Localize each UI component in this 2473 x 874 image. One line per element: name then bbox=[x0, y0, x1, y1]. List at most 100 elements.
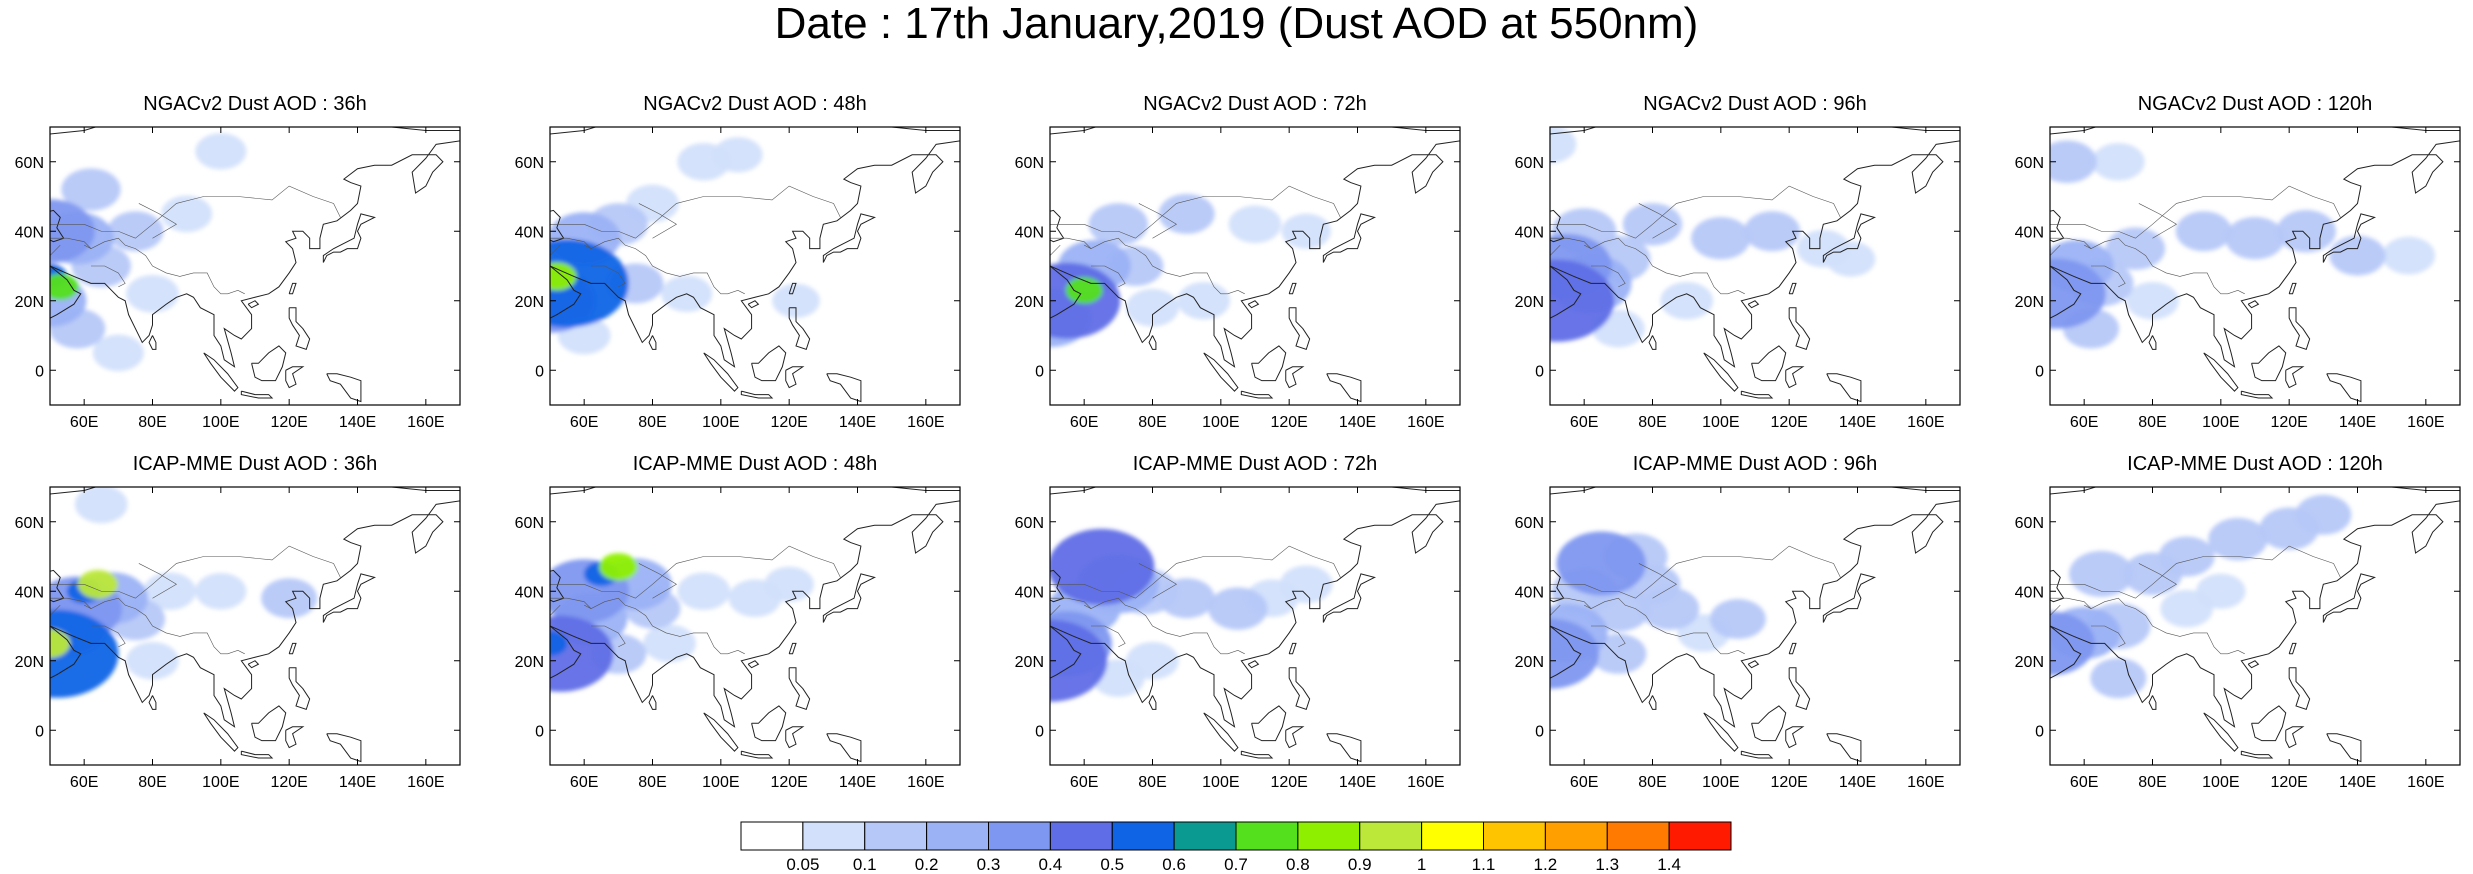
x-tick-label: 140E bbox=[1839, 774, 1876, 791]
x-tick-label: 160E bbox=[2407, 774, 2444, 791]
x-tick-label: 120E bbox=[770, 414, 807, 431]
country-border bbox=[584, 597, 745, 655]
coastline bbox=[2251, 705, 2287, 742]
coastline bbox=[1247, 660, 1260, 669]
y-tick-label: 60N bbox=[1515, 155, 1544, 172]
coastline bbox=[2288, 642, 2297, 655]
coastline bbox=[1550, 487, 1960, 495]
aod-patch bbox=[195, 573, 247, 610]
country-border bbox=[138, 563, 178, 599]
coastline bbox=[550, 625, 582, 679]
y-tick-label: 0 bbox=[1035, 723, 1044, 740]
coastline bbox=[322, 573, 376, 623]
coastlines bbox=[1550, 487, 1960, 763]
coastline bbox=[703, 352, 739, 392]
coastline bbox=[326, 733, 362, 763]
y-tick-label: 40N bbox=[1515, 224, 1544, 241]
x-tick-label: 140E bbox=[339, 774, 376, 791]
aod-patch bbox=[550, 239, 629, 328]
x-tick-label: 160E bbox=[407, 414, 444, 431]
coastline bbox=[240, 390, 274, 399]
coastline bbox=[550, 500, 960, 728]
coastline bbox=[1288, 307, 1311, 351]
panel-title: ICAP-MME Dust AOD : 72h bbox=[1132, 453, 1378, 475]
x-tick-label: 100E bbox=[1702, 774, 1739, 791]
coastline bbox=[288, 307, 311, 351]
y-tick-label: 0 bbox=[1035, 363, 1044, 380]
country-border bbox=[1050, 604, 1061, 617]
coastline bbox=[1788, 642, 1797, 655]
colorbar-box bbox=[1173, 821, 1237, 851]
coastlines bbox=[50, 487, 460, 763]
panel-title: ICAP-MME Dust AOD : 48h bbox=[632, 453, 878, 475]
map-panel: 60E 80E 100E 120E 140E 160E 0 20N 40N 60N bbox=[1515, 126, 1961, 431]
colorbar-box bbox=[802, 821, 866, 851]
panel-title: ICAP-MME Dust AOD : 96h bbox=[1632, 453, 1878, 475]
coastline bbox=[203, 352, 239, 392]
map-panel: 60E 80E 100E 120E 140E 160E 0 20N 40N 60N bbox=[515, 126, 961, 431]
x-tick-label: 120E bbox=[1270, 414, 1307, 431]
y-tick-label: 40N bbox=[515, 224, 544, 241]
aod-patch bbox=[550, 262, 577, 291]
aod-patch bbox=[50, 609, 119, 698]
x-tick-label: 60E bbox=[1570, 414, 1598, 431]
aod-patch bbox=[1556, 531, 1647, 596]
y-tick-label: 20N bbox=[15, 294, 44, 311]
coastline bbox=[1050, 265, 1082, 319]
map-frame bbox=[2049, 486, 2461, 766]
y-tick-label: 0 bbox=[535, 723, 544, 740]
y-tick-label: 0 bbox=[35, 363, 44, 380]
x-tick-label: 120E bbox=[2270, 774, 2307, 791]
map-panel: 60E 80E 100E 120E 140E 160E 0 20N 40N 60N bbox=[1015, 126, 1461, 431]
colorbar-label: 1.1 bbox=[1472, 855, 1496, 874]
coastline bbox=[251, 345, 287, 382]
y-tick-label: 20N bbox=[1015, 654, 1044, 671]
coastline bbox=[2288, 667, 2311, 711]
x-tick-label: 60E bbox=[570, 774, 598, 791]
country-border bbox=[1550, 604, 1561, 617]
country-border bbox=[1050, 597, 1092, 609]
y-tick-label: 20N bbox=[2015, 294, 2044, 311]
coastline bbox=[1788, 282, 1797, 295]
country-border bbox=[1638, 563, 1678, 599]
x-tick-label: 160E bbox=[907, 774, 944, 791]
x-tick-label: 60E bbox=[1070, 774, 1098, 791]
coastline bbox=[1326, 733, 1362, 763]
aod-patch bbox=[126, 275, 179, 313]
coastline bbox=[2148, 695, 2157, 710]
aod-patch bbox=[550, 615, 614, 692]
map-frame bbox=[49, 126, 461, 406]
coastline bbox=[550, 569, 565, 603]
x-tick-label: 140E bbox=[1339, 414, 1376, 431]
aod-patch bbox=[1050, 619, 1108, 702]
aod-patch bbox=[126, 641, 179, 680]
coastline bbox=[1751, 705, 1787, 742]
aod-patch bbox=[1744, 211, 1801, 252]
country-border bbox=[1584, 237, 1745, 295]
coastline bbox=[288, 642, 297, 655]
x-tick-label: 140E bbox=[1339, 774, 1376, 791]
colorbar: 0.05 0.1 0.2 0.3 0.4 0.5 0.6 0.7 0.8 0.9 1 1.1 1.2 1.… bbox=[740, 821, 1732, 874]
country-border bbox=[91, 625, 126, 648]
x-tick-label: 120E bbox=[2270, 414, 2307, 431]
coastline bbox=[1788, 307, 1811, 351]
y-tick-label: 20N bbox=[1515, 654, 1544, 671]
country-border bbox=[1550, 244, 1561, 257]
x-tick-label: 80E bbox=[638, 774, 666, 791]
country-border bbox=[1584, 185, 1841, 239]
coastline bbox=[1148, 335, 1157, 350]
colorbar-label: 0.1 bbox=[853, 855, 877, 874]
dust-aod-shading bbox=[550, 137, 820, 355]
map-frame bbox=[549, 126, 961, 406]
coastline bbox=[1747, 300, 1760, 309]
country-border bbox=[84, 237, 245, 295]
aod-patch bbox=[2208, 517, 2268, 561]
coastline bbox=[550, 487, 960, 495]
x-tick-label: 80E bbox=[638, 414, 666, 431]
x-tick-label: 100E bbox=[202, 414, 239, 431]
x-tick-label: 80E bbox=[1638, 414, 1666, 431]
aod-patch bbox=[143, 572, 196, 611]
y-tick-label: 0 bbox=[535, 363, 544, 380]
country-border bbox=[584, 185, 841, 239]
